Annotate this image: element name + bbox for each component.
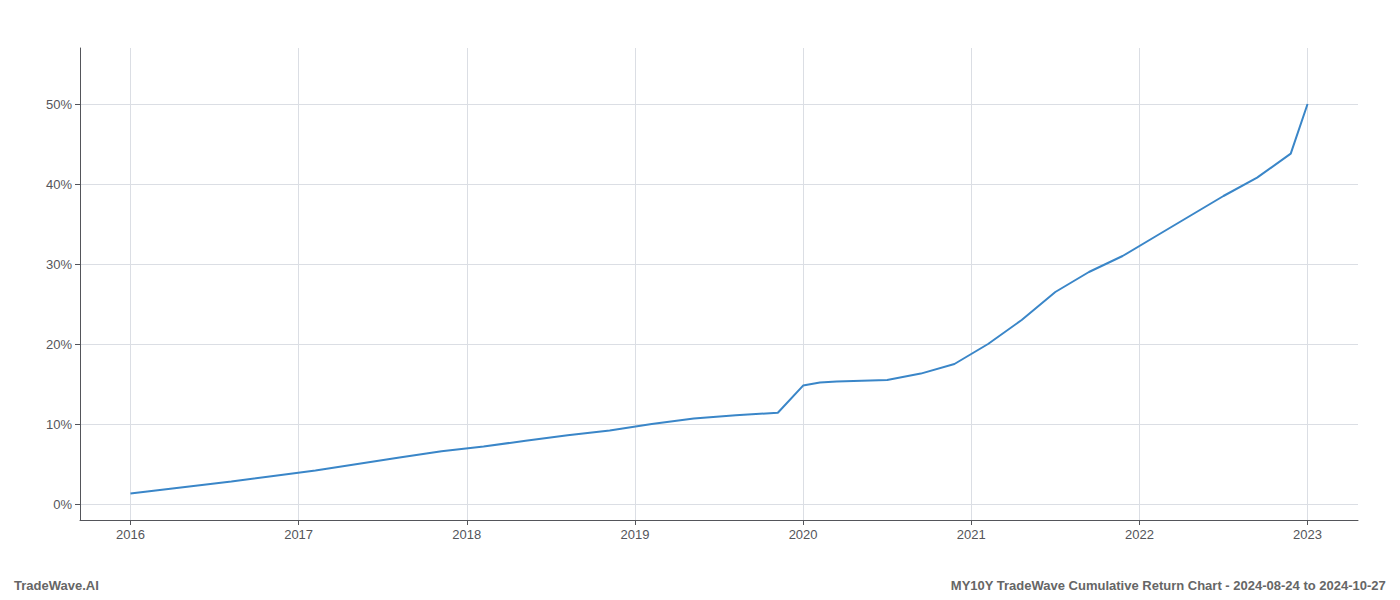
svg-text:10%: 10% xyxy=(46,417,72,432)
svg-text:2022: 2022 xyxy=(1125,527,1154,542)
svg-text:0%: 0% xyxy=(53,497,72,512)
svg-text:40%: 40% xyxy=(46,177,72,192)
svg-text:50%: 50% xyxy=(46,97,72,112)
svg-text:2016: 2016 xyxy=(116,527,145,542)
svg-text:20%: 20% xyxy=(46,337,72,352)
svg-text:2021: 2021 xyxy=(957,527,986,542)
svg-text:2023: 2023 xyxy=(1293,527,1322,542)
svg-text:MY10Y TradeWave Cumulative Ret: MY10Y TradeWave Cumulative Return Chart … xyxy=(951,578,1386,593)
svg-text:30%: 30% xyxy=(46,257,72,272)
svg-text:2018: 2018 xyxy=(452,527,481,542)
svg-text:2020: 2020 xyxy=(789,527,818,542)
svg-text:2017: 2017 xyxy=(284,527,313,542)
svg-text:2019: 2019 xyxy=(620,527,649,542)
svg-text:TradeWave.AI: TradeWave.AI xyxy=(14,578,99,593)
